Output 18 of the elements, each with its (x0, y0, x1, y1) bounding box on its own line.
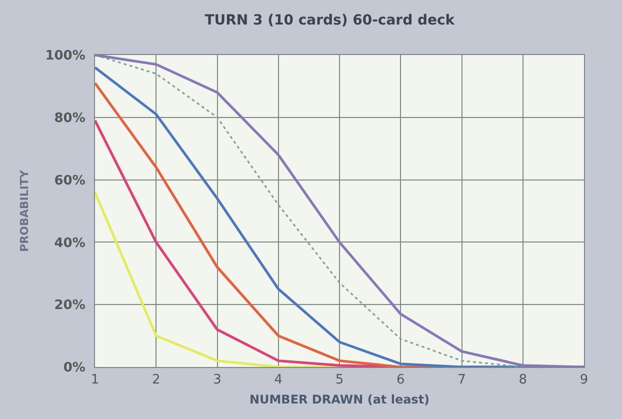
y-tick-label: 100% (45, 48, 86, 64)
x-tick-label: 4 (274, 372, 283, 388)
x-tick-label: 3 (213, 372, 222, 388)
y-tick-label: 80% (54, 110, 86, 126)
x-tick-label: 2 (152, 372, 160, 388)
x-tick-label: 6 (396, 372, 405, 388)
x-tick-label: 9 (580, 372, 588, 388)
x-tick-label: 1 (90, 372, 100, 388)
y-axis-title: PROBABILITY (18, 169, 31, 252)
x-tick-label: 7 (458, 372, 466, 388)
x-axis-title: NUMBER DRAWN (at least) (249, 392, 430, 406)
x-tick-label: 8 (518, 372, 528, 388)
y-tick-label: 40% (54, 236, 86, 251)
y-tick-label: 20% (54, 298, 86, 314)
y-tick-label: 60% (54, 173, 86, 188)
x-tick-label: 5 (335, 372, 344, 388)
y-tick-label: 0% (63, 360, 86, 376)
chart-title: TURN 3 (10 cards) 60-card deck (204, 12, 456, 28)
